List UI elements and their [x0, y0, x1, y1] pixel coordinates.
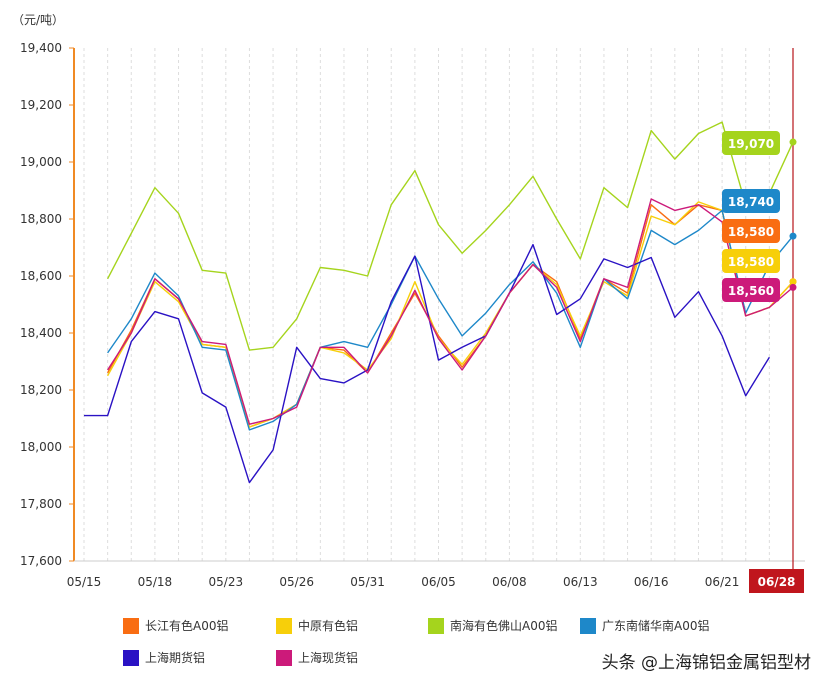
series-line-4: [84, 243, 770, 484]
series-line-3: [107, 209, 794, 431]
x-tick-label-1: 05/18: [138, 575, 173, 589]
y-tick-label-6: 18,800: [20, 212, 62, 226]
value-tag-bg-3: [722, 189, 780, 213]
line-chart: 17,600 17,800 18,000 18,200 18,400 18,600 18,8…: [12, 13, 805, 593]
legend-label-4: 上海期货铝: [145, 651, 206, 665]
x-tick-label-4: 05/31: [350, 575, 385, 589]
end-point-2: [789, 138, 797, 146]
value-tag-5: 18,560: [728, 284, 774, 298]
legend-label-2: 南海有色佛山A00铝: [450, 619, 558, 633]
legend-item-5: 上海现货铝: [276, 649, 358, 666]
legend-swatch-5: [276, 649, 292, 666]
y-tick-label-0: 17,600: [20, 554, 62, 568]
watermark: 头条 @上海锦铝金属铝型材: [601, 653, 811, 673]
y-tick-label-5: 18,600: [20, 269, 62, 283]
series-lines: [84, 121, 794, 484]
x-tick-label-5: 06/05: [421, 575, 456, 589]
x-tick-label-9: 06/21: [705, 575, 740, 589]
y-tick-label-1: 17,800: [20, 497, 62, 511]
x-tick-label-7: 06/13: [563, 575, 598, 589]
y-tick-label-7: 19,000: [20, 155, 62, 169]
series-line-5: [107, 198, 794, 425]
unit-label: （元/吨）: [12, 13, 64, 27]
value-tag-bg-2: [722, 131, 780, 155]
axis-labels: 17,600 17,800 18,000 18,200 18,400 18,600 18,8…: [20, 41, 739, 589]
legend-item-2: 南海有色佛山A00铝: [428, 617, 557, 634]
y-tick-label-4: 18,400: [20, 326, 62, 340]
value-tag-0: 18,580: [728, 225, 774, 239]
end-point-1: [789, 278, 797, 286]
end-point-3: [789, 232, 797, 240]
legend-swatch-3: [580, 617, 596, 634]
legend-label-5: 上海现货铝: [298, 651, 359, 665]
x-tick-label-8: 06/16: [634, 575, 669, 589]
legend-swatch-4: [123, 649, 139, 666]
end-point-5: [789, 283, 797, 291]
value-tags: 19,070 18,740 18,580 18,580 18,560 06/28: [722, 131, 804, 593]
value-tag-bg-5: [722, 278, 780, 302]
legend-swatch-1: [276, 617, 292, 634]
legend-item-0: 长江有色A00铝: [123, 617, 228, 634]
x-tick-label-2: 05/23: [209, 575, 244, 589]
series-line-2: [106, 121, 794, 351]
legend-item-4: 上海期货铝: [123, 649, 205, 666]
legend-label-0: 长江有色A00铝: [145, 619, 229, 633]
value-tag-bg-1: [722, 249, 780, 273]
y-tick-label-8: 19,200: [20, 98, 62, 112]
y-tick-label-2: 18,000: [20, 440, 62, 454]
y-tick-label-9: 19,400: [20, 41, 62, 55]
value-tag-2: 19,070: [728, 137, 774, 151]
legend-item-1: 中原有色铝: [276, 617, 358, 634]
value-tag-3: 18,740: [728, 195, 774, 209]
y-tick-label-3: 18,200: [20, 383, 62, 397]
highlight-label: 06/28: [758, 575, 796, 589]
legend-label-1: 中原有色铝: [298, 619, 359, 633]
value-tag-1: 18,580: [728, 255, 774, 269]
series-line-1: [106, 201, 794, 428]
x-tick-label-3: 05/26: [279, 575, 314, 589]
legend-label-3: 广东南储华南A00铝: [602, 619, 710, 633]
axes: [69, 47, 805, 571]
highlight-label-bg: [749, 569, 804, 593]
legend-item-3: 广东南储华南A00铝: [580, 617, 709, 634]
x-tick-label-0: 05/15: [67, 575, 102, 589]
x-tick-label-6: 06/08: [492, 575, 527, 589]
legend-swatch-0: [123, 617, 139, 634]
value-tag-bg-0: [722, 219, 780, 243]
legend-swatch-2: [428, 617, 444, 634]
